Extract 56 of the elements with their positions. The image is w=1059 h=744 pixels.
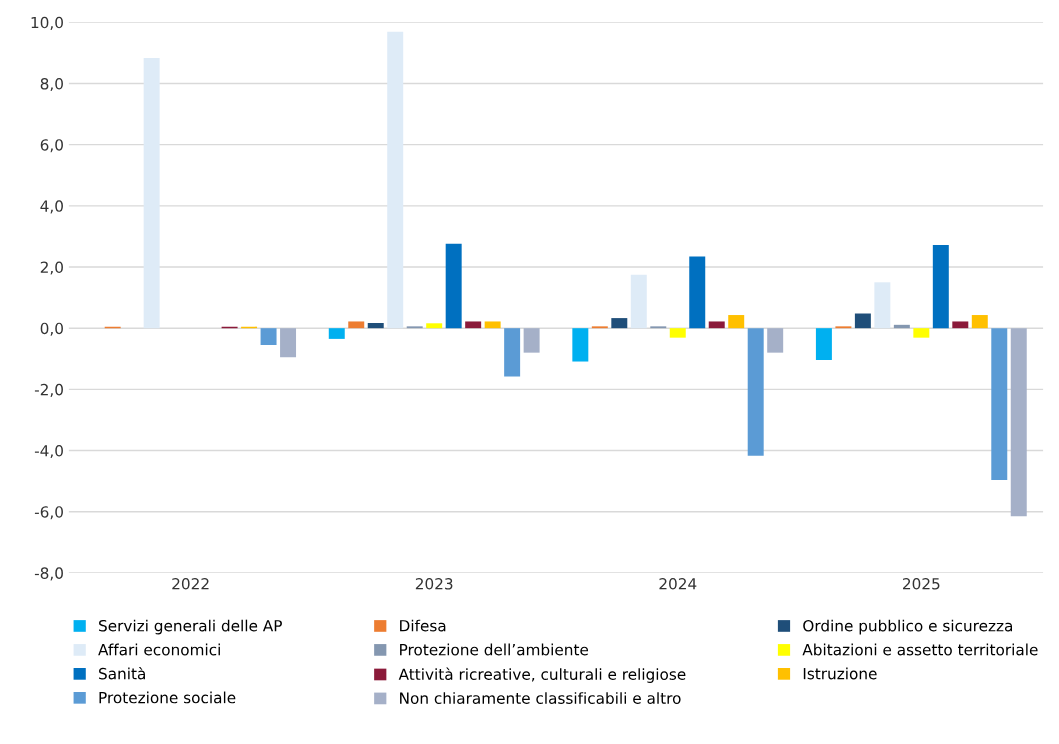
bar: [484, 321, 501, 329]
legend-label: Sanità: [99, 666, 145, 680]
bar: [952, 321, 969, 329]
bar: [991, 328, 1008, 480]
bar: [504, 328, 521, 377]
y-tick-label: 8,0: [40, 77, 63, 92]
y-tick-label: -4,0: [34, 445, 63, 459]
bar: [260, 328, 277, 346]
legend-label: Abitazioni e assetto territoriale: [802, 643, 1038, 656]
bar: [767, 328, 784, 353]
y-tick-label: -6,0: [34, 506, 63, 520]
bar: [572, 328, 589, 362]
legend-label: Non chiaramente classificabili e altro: [400, 692, 681, 704]
legend-label: Attività ricreative, culturali e religiose: [398, 667, 686, 683]
bar: [913, 328, 930, 338]
bar: [689, 256, 706, 329]
y-tick-label: 10,0: [31, 16, 63, 30]
y-tick-label: -8,0: [34, 567, 63, 581]
bar: [728, 315, 745, 329]
x-tick-label: 2023: [415, 578, 453, 590]
legend-label: Affari economici: [98, 643, 220, 656]
y-tick-label: -2,0: [34, 383, 63, 397]
bar: [328, 328, 345, 339]
legend-label: Protezione dell’ambiente: [400, 643, 589, 656]
bar: [854, 313, 871, 329]
bar: [932, 244, 949, 329]
bar: [426, 323, 443, 329]
bar: [1010, 328, 1027, 517]
bar: [971, 315, 988, 329]
bar: [611, 318, 628, 329]
y-tick-label: 4,0: [40, 200, 63, 214]
legend-label: Difesa: [400, 619, 446, 632]
x-tick-label: 2025: [903, 578, 940, 590]
bar: [465, 321, 482, 329]
bar: [280, 328, 297, 358]
bar: [445, 243, 462, 329]
y-tick-label: 2,0: [40, 261, 63, 275]
bar: [348, 321, 365, 329]
legend-label: Ordine pubblico e sicurezza: [803, 619, 1013, 635]
bar: [367, 322, 384, 329]
y-tick-label: 6,0: [40, 139, 63, 153]
legend-label: Servizi generali delle AP: [99, 619, 282, 635]
bar: [630, 274, 647, 329]
bar: [815, 328, 832, 360]
x-tick-label: 2022: [172, 578, 209, 590]
legend-label: Protezione sociale: [99, 691, 236, 704]
bar: [874, 282, 891, 329]
bar: [708, 321, 725, 329]
x-tick-label: 2024: [659, 578, 697, 590]
bar: [523, 328, 540, 353]
bar: [387, 31, 404, 329]
legend-label: Istruzione: [803, 667, 877, 680]
bar: [747, 328, 764, 456]
bar: [143, 58, 160, 329]
bar: [669, 328, 686, 338]
y-tick-label: 0,0: [40, 322, 63, 336]
